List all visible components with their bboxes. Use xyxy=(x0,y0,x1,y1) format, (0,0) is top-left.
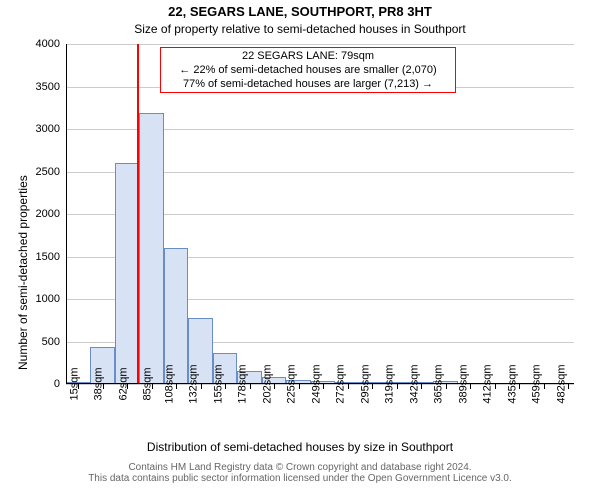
y-tick-label: 2500 xyxy=(36,166,66,178)
annot-line1: 22 SEGARS LANE: 79sqm xyxy=(165,50,451,64)
x-tick-label: 249sqm xyxy=(304,364,322,403)
x-tick-label: 15sqm xyxy=(62,367,80,400)
x-tick-label: 412sqm xyxy=(476,364,494,403)
property-indicator-line xyxy=(137,44,139,384)
x-tick-mark xyxy=(519,384,520,389)
plot-area: 0500100015002000250030003500400015sqm38s… xyxy=(66,44,574,384)
x-tick-label: 295sqm xyxy=(353,364,371,403)
footer-attribution: Contains HM Land Registry data © Crown c… xyxy=(0,462,600,484)
x-tick-mark xyxy=(446,384,447,389)
x-tick-mark xyxy=(225,384,226,389)
x-tick-mark xyxy=(470,384,471,389)
x-tick-mark xyxy=(568,384,569,389)
x-tick-label: 155sqm xyxy=(206,364,224,403)
x-tick-label: 108sqm xyxy=(157,364,175,403)
x-tick-label: 225sqm xyxy=(280,364,298,403)
x-tick-mark xyxy=(372,384,373,389)
y-tick-label: 4000 xyxy=(36,38,66,50)
x-tick-mark xyxy=(348,384,349,389)
x-tick-label: 38sqm xyxy=(87,367,105,400)
chart-title: 22, SEGARS LANE, SOUTHPORT, PR8 3HT xyxy=(0,4,600,19)
x-tick-label: 482sqm xyxy=(549,364,567,403)
x-tick-label: 459sqm xyxy=(524,364,542,403)
x-tick-mark xyxy=(274,384,275,389)
x-tick-label: 202sqm xyxy=(255,364,273,403)
x-tick-label: 132sqm xyxy=(182,364,200,403)
x-tick-label: 342sqm xyxy=(402,364,420,403)
y-tick-label: 3500 xyxy=(36,81,66,93)
y-tick-label: 2000 xyxy=(36,208,66,220)
annot-line2: ← 22% of semi-detached houses are smalle… xyxy=(165,64,451,78)
annot-line3: 77% of semi-detached houses are larger (… xyxy=(165,78,451,92)
x-axis-label: Distribution of semi-detached houses by … xyxy=(0,440,600,454)
x-tick-mark xyxy=(250,384,251,389)
annotation-box: 22 SEGARS LANE: 79sqm← 22% of semi-detac… xyxy=(160,47,456,93)
x-tick-label: 62sqm xyxy=(111,367,129,400)
chart-subtitle: Size of property relative to semi-detach… xyxy=(0,22,600,36)
x-tick-label: 178sqm xyxy=(231,364,249,403)
x-tick-mark xyxy=(299,384,300,389)
y-tick-label: 1500 xyxy=(36,251,66,263)
x-tick-label: 272sqm xyxy=(329,364,347,403)
y-axis-line xyxy=(66,44,67,384)
x-tick-mark xyxy=(495,384,496,389)
x-tick-mark xyxy=(397,384,398,389)
x-tick-label: 319sqm xyxy=(378,364,396,403)
x-tick-mark xyxy=(544,384,545,389)
y-tick-label: 1000 xyxy=(36,293,66,305)
x-axis-line xyxy=(66,383,574,384)
y-axis-label: Number of semi-detached properties xyxy=(16,175,30,370)
histogram-bar xyxy=(115,163,139,384)
histogram-bar xyxy=(139,113,163,384)
x-tick-mark xyxy=(176,384,177,389)
x-tick-label: 435sqm xyxy=(500,364,518,403)
gridline xyxy=(66,44,574,45)
x-tick-label: 389sqm xyxy=(451,364,469,403)
x-tick-label: 365sqm xyxy=(427,364,445,403)
chart-container: 22, SEGARS LANE, SOUTHPORT, PR8 3HT Size… xyxy=(0,0,600,500)
x-tick-mark xyxy=(421,384,422,389)
x-tick-mark xyxy=(323,384,324,389)
y-tick-label: 3000 xyxy=(36,123,66,135)
x-tick-mark xyxy=(201,384,202,389)
y-tick-label: 500 xyxy=(42,336,66,348)
